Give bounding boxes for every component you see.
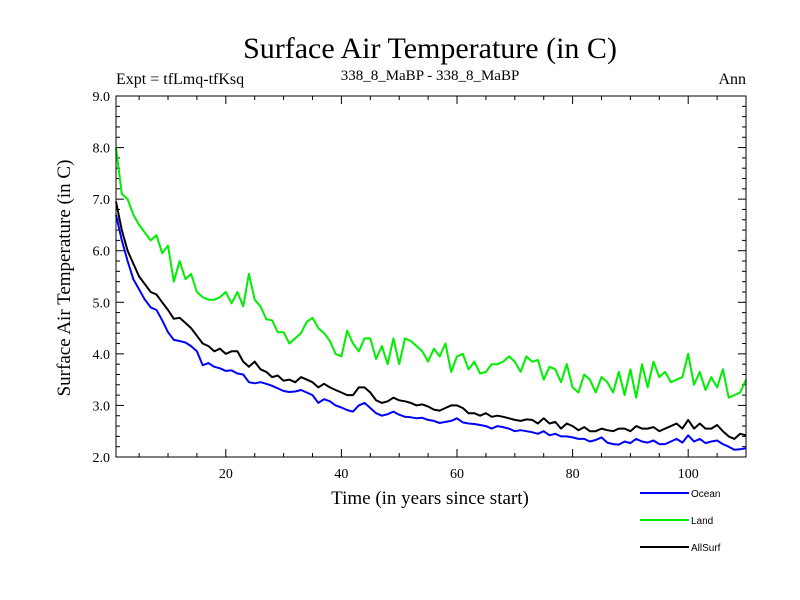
- legend: Ocean Land AllSurf: [640, 489, 721, 554]
- legend-label-allsurf: AllSurf: [691, 543, 721, 554]
- x-tick-label: 20: [219, 467, 233, 482]
- x-tick-label: 100: [678, 467, 699, 482]
- y-tick-label: 5.0: [93, 296, 111, 311]
- x-tick-label: 60: [450, 467, 464, 482]
- series-line-ocean: [115, 214, 747, 451]
- legend-label-land: Land: [691, 516, 713, 527]
- y-tick-label: 6.0: [93, 245, 111, 260]
- y-tick-label: 9.0: [93, 90, 111, 105]
- x-tick-label: 80: [566, 467, 580, 482]
- y-tick-label: 7.0: [93, 193, 111, 208]
- y-tick-label: 2.0: [93, 451, 111, 466]
- y-axis-label: Surface Air Temperature (in C): [54, 160, 75, 397]
- season-label: Ann: [718, 71, 746, 88]
- experiment-label: Expt = tfLmq-tfKsq: [116, 71, 244, 88]
- series-line-land: [115, 147, 747, 399]
- legend-label-ocean: Ocean: [691, 489, 720, 500]
- x-tick-label: 40: [334, 467, 348, 482]
- y-tick-label: 3.0: [93, 399, 111, 414]
- run-label: 338_8_MaBP - 338_8_MaBP: [341, 68, 520, 84]
- x-axis-label: Time (in years since start): [331, 488, 529, 509]
- plot-frame: [115, 95, 747, 458]
- y-tick-label: 8.0: [93, 142, 111, 157]
- y-tick-label: 4.0: [93, 348, 111, 363]
- chart-title: Surface Air Temperature (in C): [243, 32, 617, 65]
- series-line-allsurf: [115, 201, 747, 440]
